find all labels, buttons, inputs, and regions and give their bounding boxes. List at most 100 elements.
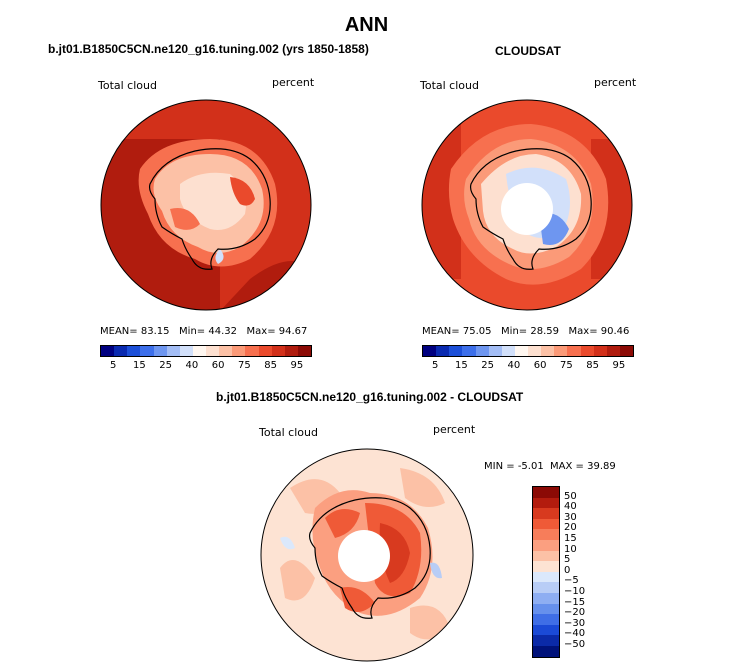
panel-1-max: 94.67 bbox=[278, 326, 308, 337]
panel-3-colorbar-tick-label: 10 bbox=[564, 543, 577, 555]
panel-3-min: -5.01 bbox=[517, 461, 544, 472]
panel-1-colorbar-tick-label: 40 bbox=[185, 360, 199, 371]
panel-1-mean-label: MEAN= bbox=[100, 326, 138, 337]
panel-1-colorbar-tick-label: 15 bbox=[133, 360, 146, 371]
panel-3-colorbar-swatch bbox=[533, 561, 559, 572]
panel-1-colorbar bbox=[100, 345, 312, 357]
panel-1-colorbar-swatch bbox=[219, 346, 233, 356]
panel-1-colorbar-tick-label: 25 bbox=[159, 360, 172, 371]
panel-3-colorbar-tick-label: −30 bbox=[564, 617, 586, 629]
panel-2-colorbar-swatch bbox=[593, 346, 607, 356]
page-title: ANN bbox=[344, 14, 389, 36]
panel-3-colorbar bbox=[532, 486, 560, 658]
panel-3-colorbar-swatch bbox=[533, 624, 559, 636]
panel-1-colorbar-swatch bbox=[140, 346, 154, 356]
panel-3-max-label: MAX = bbox=[550, 461, 584, 472]
panel-2-colorbar bbox=[422, 345, 634, 357]
panel-1-units: percent bbox=[272, 76, 315, 89]
panel-2-colorbar-swatch bbox=[619, 346, 633, 356]
panel-3-colorbar-swatch bbox=[533, 539, 559, 551]
panel-2-colorbar-tick-label: 25 bbox=[481, 360, 494, 371]
panel-3-colorbar-swatch bbox=[533, 592, 559, 604]
panel-1-map bbox=[100, 99, 312, 311]
panel-2-colorbar-tick-label: 40 bbox=[507, 360, 521, 371]
panel-1-colorbar-tick-label: 60 bbox=[211, 360, 225, 371]
panel-3-min-label: MIN = bbox=[484, 461, 515, 472]
panel-3-colorbar-swatch bbox=[533, 571, 559, 583]
panel-1-colorbar-tick-label: 5 bbox=[109, 360, 117, 371]
panel-1-mean: 83.15 bbox=[140, 326, 170, 337]
panel-1-colorbar-swatch bbox=[179, 346, 193, 356]
panel-2-stats: MEAN= 75.05 Min= 28.59 Max= 90.46 bbox=[422, 326, 629, 337]
panel-3-colorbar-tick-label: 5 bbox=[564, 554, 571, 566]
panel-3-colorbar-tick-label: −10 bbox=[564, 586, 586, 597]
panel-2-colorbar-swatch bbox=[580, 346, 594, 356]
panel-3-colorbar-swatch bbox=[533, 614, 559, 625]
panel-2-colorbar-swatch bbox=[475, 346, 489, 356]
panel-3-colorbar-swatch bbox=[533, 550, 559, 562]
panel-3-title: b.jt01.B1850C5CN.ne120_g16.tuning.002 - … bbox=[216, 390, 524, 404]
panel-2-colorbar-swatch bbox=[554, 346, 568, 356]
panel-1-colorbar-swatch bbox=[153, 346, 167, 356]
panel-1-field: Total cloud bbox=[98, 79, 157, 92]
panel-1-colorbar-tick-label: 85 bbox=[264, 360, 277, 371]
panel-3-colorbar-swatch bbox=[533, 645, 559, 657]
panel-1-colorbar-tick-label: 95 bbox=[290, 360, 304, 371]
panel-2-units: percent bbox=[594, 76, 637, 89]
panel-1-colorbar-swatch bbox=[258, 346, 272, 356]
panel-1-title: b.jt01.B1850C5CN.ne120_g16.tuning.002 (y… bbox=[48, 42, 369, 56]
panel-2-colorbar-swatch bbox=[423, 346, 437, 356]
panel-3-colorbar-tick-label: −20 bbox=[564, 607, 586, 619]
panel-3-colorbar-swatch bbox=[533, 635, 559, 646]
panel-2-mean: 75.05 bbox=[462, 326, 492, 337]
panel-2-colorbar-swatch bbox=[462, 346, 476, 356]
panel-1-colorbar-swatch bbox=[297, 346, 311, 356]
panel-3-colorbar-tick-label: −50 bbox=[564, 639, 586, 650]
panel-3-stats: MIN = -5.01 MAX = 39.89 bbox=[484, 461, 616, 472]
panel-3-colorbar-tick-label: −40 bbox=[564, 628, 586, 640]
panel-2-map bbox=[421, 99, 633, 311]
panel-1-min: 44.32 bbox=[208, 326, 237, 337]
panel-3-colorbar-labels: 50 40 30 20 15 10 5 0 −5 −10 −15 −20 −30 −40 −50 bbox=[564, 486, 604, 656]
panel-3-units: percent bbox=[433, 423, 476, 436]
panel-1-colorbar-swatch bbox=[127, 346, 141, 356]
panel-3-colorbar-tick-label: 30 bbox=[564, 511, 577, 523]
panel-1-colorbar-swatch bbox=[245, 346, 259, 356]
panel-2-min: 28.59 bbox=[530, 326, 559, 337]
panel-1-colorbar-tick-label: 75 bbox=[238, 360, 251, 371]
panel-2-max-label: Max= bbox=[568, 326, 598, 337]
panel-3-colorbar-tick-label: 40 bbox=[564, 501, 577, 513]
panel-2-colorbar-swatch bbox=[449, 346, 463, 356]
panel-2-colorbar-tick-label: 85 bbox=[586, 360, 599, 371]
panel-3-colorbar-tick-label: −5 bbox=[564, 575, 579, 587]
panel-2-colorbar-tick-label: 95 bbox=[612, 360, 626, 371]
panel-3-colorbar-swatch bbox=[533, 508, 559, 519]
panel-3-colorbar-tick-label: −15 bbox=[564, 596, 586, 608]
panel-1-colorbar-swatch bbox=[166, 346, 180, 356]
panel-3-colorbar-swatch bbox=[533, 518, 559, 530]
panel-1-colorbar-swatch bbox=[206, 346, 220, 356]
panel-3-colorbar-tick-label: 15 bbox=[564, 533, 577, 544]
panel-2-colorbar-swatch bbox=[514, 346, 528, 356]
panel-2-min-label: Min= bbox=[501, 326, 528, 337]
panel-2-title: CLOUDSAT bbox=[495, 44, 561, 58]
panel-1-colorbar-swatch bbox=[114, 346, 128, 356]
panel-1-max-label: Max= bbox=[246, 326, 276, 337]
panel-3-colorbar-swatch bbox=[533, 582, 559, 593]
panel-3-colorbar-swatch bbox=[533, 603, 559, 615]
panel-3-colorbar-tick-label: 0 bbox=[564, 564, 571, 576]
panel-2-colorbar-swatch bbox=[541, 346, 555, 356]
panel-3-colorbar-swatch bbox=[533, 487, 559, 498]
panel-1-colorbar-swatch bbox=[101, 346, 115, 356]
panel-2-colorbar-tick-label: 75 bbox=[560, 360, 573, 371]
panel-1-stats: MEAN= 83.15 Min= 44.32 Max= 94.67 bbox=[100, 326, 307, 337]
panel-2-colorbar-swatch bbox=[606, 346, 620, 356]
panel-2-max: 90.46 bbox=[600, 326, 630, 337]
panel-2-mean-label: MEAN= bbox=[422, 326, 460, 337]
panel-3-colorbar-tick-label: 20 bbox=[564, 522, 577, 534]
panel-2-colorbar-swatch bbox=[501, 346, 515, 356]
panel-2-colorbar-tick-label: 60 bbox=[533, 360, 547, 371]
panel-2-field: Total cloud bbox=[420, 79, 479, 92]
panel-2-colorbar-tick-label: 5 bbox=[431, 360, 439, 371]
panel-1-min-label: Min= bbox=[179, 326, 206, 337]
